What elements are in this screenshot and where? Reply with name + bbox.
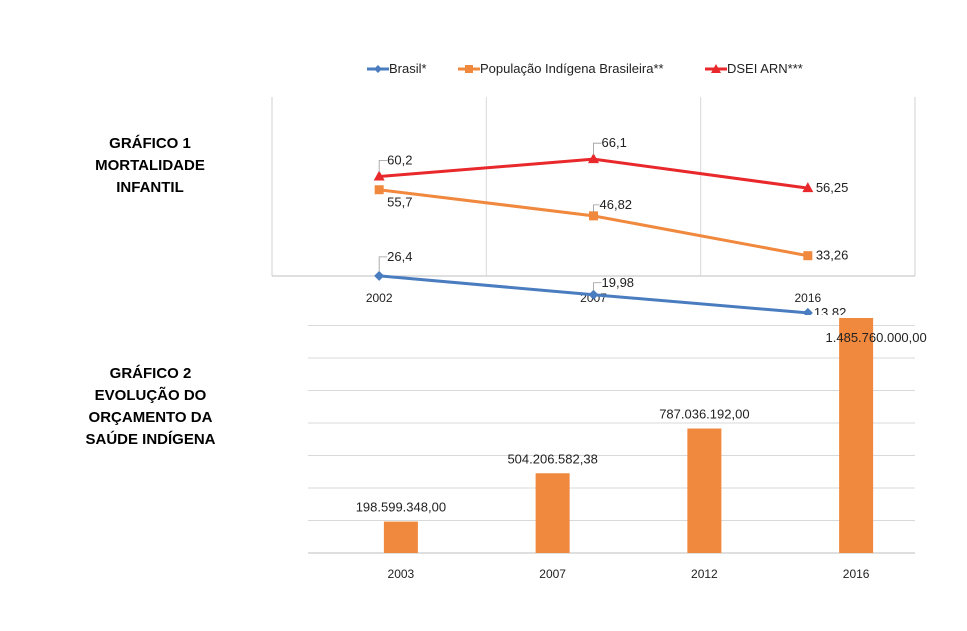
- data-label: 66,1: [602, 135, 627, 150]
- chart1-title-line2: MORTALIDADE: [95, 157, 205, 174]
- chart2-title-line4: SAÚDE INDÍGENA: [85, 431, 216, 448]
- legend-label: Brasil*: [389, 61, 427, 76]
- bar: [535, 473, 570, 553]
- data-point: [374, 185, 384, 195]
- data-label: 46,82: [600, 197, 633, 212]
- chart1-title-line1: GRÁFICO 1: [109, 135, 191, 152]
- data-point: [802, 307, 813, 315]
- x-tick-label: 2003: [388, 567, 415, 581]
- data-label: 60,2: [387, 153, 412, 168]
- legend-marker: [465, 65, 473, 73]
- x-tick-label: 2016: [843, 567, 870, 581]
- legend-label: População Indígena Brasileira**: [480, 61, 664, 76]
- data-label: 55,7: [387, 195, 412, 210]
- leader-line: [593, 282, 602, 291]
- chart2-title: GRÁFICO 2 EVOLUÇÃO DO ORÇAMENTO DA SAÚDE…: [48, 363, 253, 451]
- x-tick-label: 2007: [539, 567, 566, 581]
- data-label: 33,26: [816, 248, 849, 263]
- data-point: [803, 251, 813, 261]
- legend-marker: [374, 65, 382, 73]
- data-point: [589, 211, 598, 221]
- leader-line: [593, 204, 600, 212]
- data-label: 13,82: [814, 305, 847, 315]
- leader-line: [378, 256, 388, 272]
- mortality-line-chart: 200220072016Brasil*População Indígena Br…: [271, 61, 916, 315]
- data-label: 56,25: [816, 180, 849, 195]
- chart2-title-line2: EVOLUÇÃO DO: [94, 387, 207, 404]
- leader-line: [593, 142, 602, 156]
- data-point: [588, 289, 599, 300]
- bar-value-label: 198.599.348,00: [356, 500, 446, 515]
- chart1-title-line3: INFANTIL: [116, 179, 184, 196]
- data-point: [373, 170, 385, 181]
- data-point: [802, 182, 814, 193]
- legend-marker: [711, 64, 721, 73]
- x-tick-label: 2016: [794, 291, 821, 305]
- legend-label: DSEI ARN***: [727, 61, 803, 76]
- data-label: 19,98: [602, 275, 635, 290]
- bar: [839, 318, 874, 553]
- chart2-title-line1: GRÁFICO 2: [109, 365, 192, 382]
- bar-value-label: 787.036.192,00: [659, 407, 749, 422]
- bar-value-label: 504.206.582,38: [507, 451, 597, 466]
- data-label: 26,4: [387, 249, 412, 264]
- chart1-title: GRÁFICO 1 MORTALIDADE INFANTIL: [60, 133, 240, 199]
- bar: [383, 521, 418, 553]
- x-tick-label: 2002: [366, 291, 393, 305]
- leader-line: [378, 160, 388, 173]
- data-point: [588, 153, 599, 164]
- x-tick-label: 2012: [691, 567, 718, 581]
- data-point: [374, 270, 385, 281]
- chart2-title-line3: ORÇAMENTO DA: [88, 409, 213, 426]
- bar-value-label: 1.485.760.000,00: [826, 330, 927, 345]
- bar: [687, 428, 722, 553]
